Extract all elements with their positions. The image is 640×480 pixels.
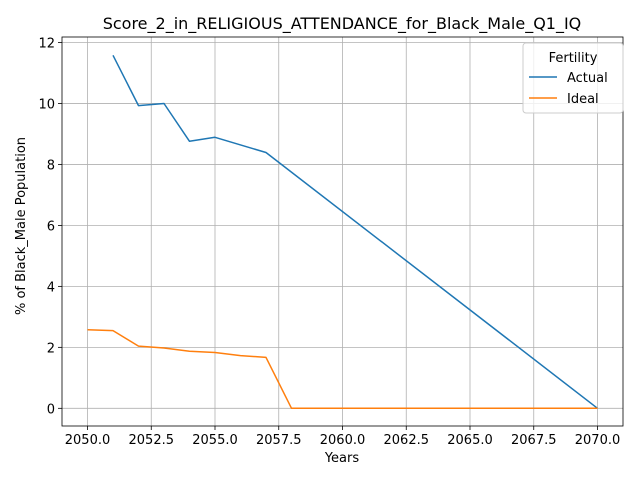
x-axis-label: Years (324, 451, 360, 466)
x-tick-label: 2052.5 (129, 433, 175, 448)
chart-title: Score_2_in_RELIGIOUS_ATTENDANCE_for_Blac… (103, 14, 582, 34)
x-tick-label: 2070.0 (575, 433, 621, 448)
legend-title: Fertility (549, 51, 598, 66)
x-tick-label: 2067.5 (511, 433, 557, 448)
y-tick-label: 10 (38, 97, 55, 112)
x-tick-label: 2062.5 (384, 433, 430, 448)
x-tick-label: 2065.0 (447, 433, 493, 448)
y-tick-label: 12 (38, 36, 55, 51)
legend-label-ideal: Ideal (567, 92, 599, 107)
series-line-ideal (87, 328, 598, 410)
series-layer (87, 54, 598, 410)
x-tick-label: 2050.0 (65, 433, 111, 448)
y-tick-label: 4 (47, 280, 55, 295)
x-tick-label: 2060.0 (320, 433, 366, 448)
y-tick-label: 0 (47, 402, 55, 417)
legend-entries: Actual Ideal (529, 71, 608, 107)
x-axis: 2050.0 2052.5 2055.0 2057.5 2060.0 2062.5 2065… (65, 426, 621, 448)
series-line-actual (112, 54, 598, 409)
legend-box (522, 42, 624, 114)
y-axis-label: % of Black_Male Population (14, 137, 29, 315)
y-tick-label: 6 (47, 219, 55, 234)
y-axis: 0 2 4 6 8 10 12 (38, 36, 62, 417)
legend-label-actual: Actual (567, 71, 608, 86)
legend: Fertility Actual Ideal (522, 42, 624, 114)
x-tick-label: 2057.5 (256, 433, 302, 448)
y-tick-label: 8 (47, 158, 55, 173)
x-tick-label: 2055.0 (192, 433, 238, 448)
y-tick-label: 2 (47, 341, 55, 356)
